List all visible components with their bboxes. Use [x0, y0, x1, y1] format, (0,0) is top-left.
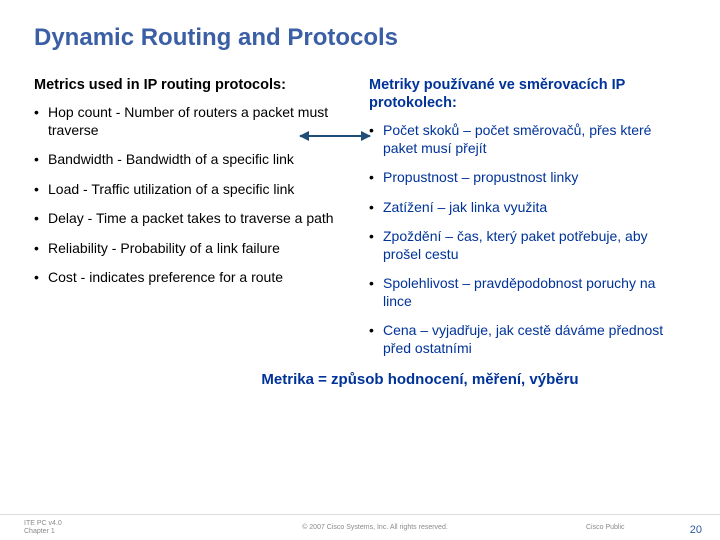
footer-left: ITE PC v4.0 Chapter 1	[24, 520, 164, 535]
left-column: Metrics used in IP routing protocols: •H…	[34, 76, 351, 369]
list-item: •Reliability - Probability of a link fai…	[34, 240, 351, 258]
list-text: Spolehlivost – pravděpodobnost poruchy n…	[383, 275, 686, 310]
list-text: Delay - Time a packet takes to traverse …	[48, 210, 351, 228]
list-text: Počet skoků – počet směrovačů, přes kter…	[383, 122, 686, 157]
list-text: Load - Traffic utilization of a specific…	[48, 181, 351, 199]
bullet-dot: •	[369, 275, 383, 310]
bullet-dot: •	[34, 210, 48, 228]
left-heading: Metrics used in IP routing protocols:	[34, 76, 351, 94]
list-item: •Propustnost – propustnost linky	[369, 169, 686, 187]
slide-footer: ITE PC v4.0 Chapter 1 © 2007 Cisco Syste…	[0, 514, 720, 540]
right-heading: Metriky používané ve směrovacích IP prot…	[369, 76, 686, 112]
bullet-dot: •	[34, 151, 48, 169]
list-item: •Delay - Time a packet takes to traverse…	[34, 210, 351, 228]
list-text: Reliability - Probability of a link fail…	[48, 240, 351, 258]
list-item: •Cena – vyjadřuje, jak cestě dáváme před…	[369, 322, 686, 357]
bullet-dot: •	[369, 199, 383, 217]
bullet-dot: •	[34, 181, 48, 199]
list-text: Zatížení – jak linka využita	[383, 199, 686, 217]
footer-classification: Cisco Public	[586, 524, 696, 531]
list-item: •Zatížení – jak linka využita	[369, 199, 686, 217]
bullet-dot: •	[369, 122, 383, 157]
summary-line: Metrika = způsob hodnocení, měření, výbě…	[34, 371, 686, 388]
list-text: Cena – vyjadřuje, jak cestě dáváme předn…	[383, 322, 686, 357]
content-columns: Metrics used in IP routing protocols: •H…	[34, 76, 686, 369]
list-item: •Load - Traffic utilization of a specifi…	[34, 181, 351, 199]
footer-chapter: Chapter 1	[24, 528, 164, 536]
footer-course: ITE PC v4.0	[24, 520, 164, 528]
bullet-dot: •	[369, 228, 383, 263]
bullet-dot: •	[369, 322, 383, 357]
list-item: •Cost - indicates preference for a route	[34, 269, 351, 287]
bullet-dot: •	[34, 104, 48, 139]
list-text: Propustnost – propustnost linky	[383, 169, 686, 187]
bullet-dot: •	[369, 169, 383, 187]
list-text: Zpoždění – čas, který paket potřebuje, a…	[383, 228, 686, 263]
right-list: •Počet skoků – počet směrovačů, přes kte…	[369, 122, 686, 357]
list-item: •Spolehlivost – pravděpodobnost poruchy …	[369, 275, 686, 310]
list-text: Cost - indicates preference for a route	[48, 269, 351, 287]
slide-title: Dynamic Routing and Protocols	[34, 24, 686, 52]
list-item: •Zpoždění – čas, který paket potřebuje, …	[369, 228, 686, 263]
bullet-dot: •	[34, 269, 48, 287]
list-item: •Bandwidth - Bandwidth of a specific lin…	[34, 151, 351, 169]
list-item: •Počet skoků – počet směrovačů, přes kte…	[369, 122, 686, 157]
right-column: Metriky používané ve směrovacích IP prot…	[369, 76, 686, 369]
footer-copyright: © 2007 Cisco Systems, Inc. All rights re…	[164, 524, 586, 531]
list-text: Bandwidth - Bandwidth of a specific link	[48, 151, 351, 169]
page-number: 20	[690, 524, 702, 536]
slide: Dynamic Routing and Protocols Metrics us…	[0, 0, 720, 540]
bullet-dot: •	[34, 240, 48, 258]
double-arrow-icon	[300, 135, 370, 137]
